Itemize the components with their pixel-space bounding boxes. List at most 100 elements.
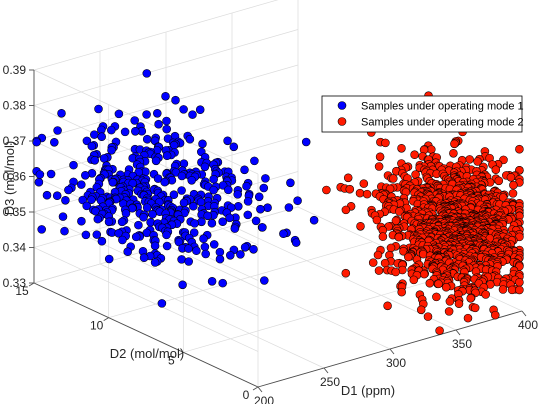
data-point-mode-1 xyxy=(256,204,265,214)
data-point-mode-1 xyxy=(117,217,127,227)
data-point-mode-1 xyxy=(87,195,96,204)
points-layer xyxy=(32,69,524,335)
legend-marker-mode-1 xyxy=(337,101,347,110)
data-point-mode-1 xyxy=(142,203,152,212)
data-point-mode-1 xyxy=(146,218,155,227)
data-point-mode-1 xyxy=(151,156,161,166)
data-point-mode-1 xyxy=(42,190,52,200)
data-point-mode-1 xyxy=(104,254,114,264)
left-wall-grid-line-z xyxy=(33,211,259,317)
data-point-mode-1 xyxy=(162,241,172,251)
data-point-mode-2 xyxy=(419,269,429,279)
data-point-mode-1 xyxy=(77,180,86,189)
z-tick-label: 0.33 xyxy=(3,276,27,290)
data-point-mode-1 xyxy=(215,254,225,264)
data-point-mode-1 xyxy=(223,136,232,146)
data-point-mode-1 xyxy=(200,162,210,172)
left-wall-grid-line-z xyxy=(33,247,259,352)
data-point-mode-1 xyxy=(301,137,311,147)
data-point-mode-1 xyxy=(225,213,234,223)
z-tick-label: 0.35 xyxy=(3,205,27,219)
data-point-mode-1 xyxy=(97,132,106,141)
data-point-mode-2 xyxy=(373,250,383,260)
data-point-mode-1 xyxy=(120,127,130,137)
z-tick-label: 0.36 xyxy=(3,170,27,184)
data-point-mode-1 xyxy=(233,190,242,199)
data-point-mode-2 xyxy=(423,312,433,321)
data-point-mode-1 xyxy=(108,178,118,187)
data-point-mode-2 xyxy=(410,150,419,159)
legend-marker-mode-2 xyxy=(337,117,347,126)
data-point-mode-1 xyxy=(61,196,70,205)
x-tick-label: 300 xyxy=(386,356,406,370)
data-point-mode-1 xyxy=(81,171,90,180)
data-point-mode-1 xyxy=(177,255,186,264)
left-wall-grid-line-z xyxy=(33,69,259,175)
data-point-mode-1 xyxy=(154,119,163,129)
z-tick-label: 0.34 xyxy=(3,241,27,255)
data-point-mode-1 xyxy=(148,209,157,219)
data-point-mode-1 xyxy=(240,243,250,252)
data-point-mode-1 xyxy=(162,116,171,126)
data-point-mode-2 xyxy=(498,285,508,294)
data-point-mode-2 xyxy=(515,285,524,295)
data-point-mode-1 xyxy=(162,124,171,134)
data-point-mode-1 xyxy=(50,138,59,147)
y-tick-mark xyxy=(103,317,109,322)
data-point-mode-1 xyxy=(209,185,218,195)
data-point-mode-1 xyxy=(130,116,139,125)
data-point-mode-1 xyxy=(196,197,206,207)
y-axis-label: D2 (mol/mol) xyxy=(110,346,184,361)
data-point-mode-1 xyxy=(291,238,301,247)
data-point-mode-1 xyxy=(142,134,152,144)
data-point-mode-2 xyxy=(416,305,426,315)
data-point-mode-2 xyxy=(394,232,404,242)
data-point-mode-1 xyxy=(260,276,269,285)
data-point-mode-1 xyxy=(254,192,264,202)
data-point-mode-2 xyxy=(445,297,455,306)
data-point-mode-2 xyxy=(427,145,436,154)
data-point-mode-1 xyxy=(139,253,149,262)
y-axis-line xyxy=(33,282,259,388)
y-tick-mark xyxy=(178,351,184,356)
data-point-mode-1 xyxy=(69,160,78,170)
data-point-mode-1 xyxy=(207,218,217,228)
data-point-mode-1 xyxy=(229,142,239,152)
data-point-mode-1 xyxy=(178,280,187,290)
data-point-mode-2 xyxy=(498,193,508,202)
data-point-mode-1 xyxy=(263,203,272,212)
data-point-mode-2 xyxy=(450,139,459,149)
x-tick-mark xyxy=(389,348,395,355)
data-point-mode-1 xyxy=(142,110,151,119)
data-point-mode-1 xyxy=(150,241,160,251)
data-point-mode-1 xyxy=(242,181,251,191)
data-point-mode-2 xyxy=(341,268,351,278)
x-tick-label: 400 xyxy=(518,318,538,332)
data-point-mode-1 xyxy=(121,209,131,218)
x-tick-mark xyxy=(521,310,527,317)
data-point-mode-2 xyxy=(343,173,353,183)
data-point-mode-2 xyxy=(449,149,458,158)
data-point-mode-1 xyxy=(34,177,44,187)
x-tick-mark xyxy=(455,329,461,336)
legend: Samples under operating mode 1 Samples u… xyxy=(321,95,524,133)
data-point-mode-1 xyxy=(226,251,235,260)
data-point-mode-2 xyxy=(441,282,451,292)
data-point-mode-1 xyxy=(131,232,141,242)
data-point-mode-1 xyxy=(134,220,143,230)
data-point-mode-1 xyxy=(52,191,62,200)
data-point-mode-2 xyxy=(389,174,398,183)
legend-label-mode-2: Samples under operating mode 2 xyxy=(361,117,524,129)
data-point-mode-1 xyxy=(104,217,114,227)
data-point-mode-1 xyxy=(162,230,171,240)
data-point-mode-2 xyxy=(491,165,501,174)
data-point-mode-2 xyxy=(473,157,482,166)
data-point-mode-1 xyxy=(240,165,249,175)
data-point-mode-2 xyxy=(397,144,406,153)
data-point-mode-1 xyxy=(114,109,124,119)
data-point-mode-1 xyxy=(77,216,86,226)
data-point-mode-1 xyxy=(209,240,219,249)
floor-grid-line-x xyxy=(165,244,391,350)
data-point-mode-1 xyxy=(153,109,162,118)
